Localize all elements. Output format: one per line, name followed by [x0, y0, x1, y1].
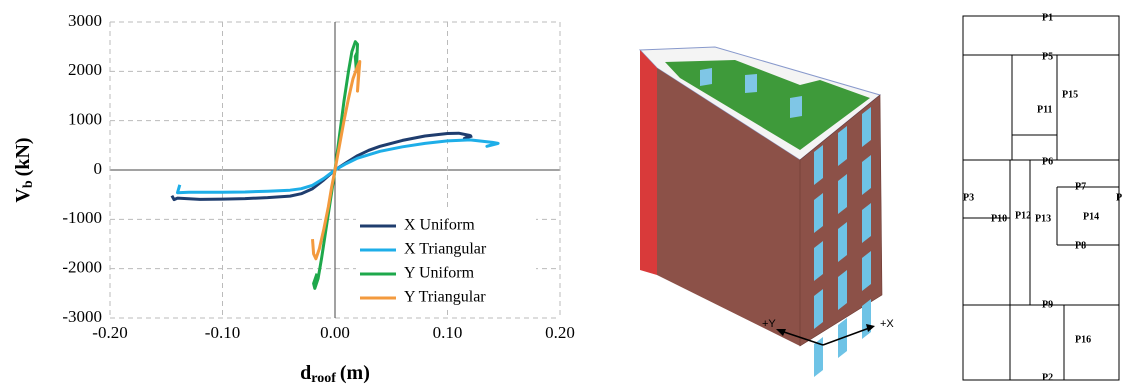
- plan-label: P14: [1083, 211, 1099, 222]
- legend-label: X Triangular: [404, 241, 487, 258]
- plan-label: P15: [1062, 89, 1078, 100]
- building-model: +Y +X: [640, 47, 894, 377]
- figure: droof(m) Vb(kN) +Y +X P1P5P15P11P: [0, 0, 1122, 385]
- plan-label: P8: [1075, 240, 1086, 251]
- window: [838, 270, 847, 310]
- y-tick-label: 1000: [68, 110, 102, 129]
- y-axis-title: Vb (kN): [12, 137, 37, 202]
- y-tick-label: 0: [94, 159, 103, 178]
- x-tick-label: 0.10: [433, 323, 463, 342]
- window: [814, 289, 823, 329]
- x-tick-label: -0.20: [92, 323, 127, 342]
- page: droof(m) Vb(kN) +Y +X P1P5P15P11P: [0, 0, 1122, 390]
- window: [862, 203, 871, 243]
- y-unit: (kN): [12, 137, 34, 176]
- plan-label: P11: [1037, 104, 1053, 115]
- plan-label: P12: [1015, 210, 1031, 221]
- plan-labels: P1 P5 P15 P11 P6 P7 P3 P4 P10 P12 P13 P14 P8 P9 P16 P2: [963, 12, 1122, 383]
- y-tick-label: -1000: [62, 208, 102, 227]
- side-strip: [640, 50, 657, 275]
- window: [862, 251, 871, 291]
- x-tick-label: 0.20: [545, 323, 575, 342]
- window: [814, 193, 823, 233]
- plan-label: P9: [1042, 299, 1053, 310]
- roof-box: [790, 96, 802, 118]
- x-subscript: roof: [311, 371, 336, 385]
- plan-outline: [963, 16, 1119, 380]
- plan-label: P2: [1042, 372, 1053, 383]
- x-tick-label: -0.10: [205, 323, 240, 342]
- x-unit: (m): [340, 362, 370, 384]
- window: [838, 222, 847, 262]
- legend-label: Y Triangular: [404, 289, 486, 306]
- roof-box: [700, 68, 712, 86]
- floor-plan: [963, 16, 1119, 380]
- window: [838, 126, 847, 166]
- window: [838, 174, 847, 214]
- plan-label: P1: [1042, 12, 1053, 23]
- plan-label: P16: [1075, 334, 1091, 345]
- axis-label: +Y: [762, 318, 776, 330]
- window: [862, 299, 871, 339]
- window: [814, 241, 823, 281]
- y-tick-label: -2000: [62, 258, 102, 277]
- plan-label: P7: [1075, 181, 1086, 192]
- legend-label: Y Uniform: [404, 265, 475, 282]
- window: [814, 145, 823, 185]
- y-tick-label: 2000: [68, 60, 102, 79]
- x-tick-label: 0.00: [320, 323, 350, 342]
- plan-label: P6: [1042, 156, 1053, 167]
- axis-label: +X: [880, 318, 894, 330]
- y-symbol: V: [12, 188, 34, 203]
- plan-label: P5: [1042, 51, 1053, 62]
- legend-label: X Uniform: [404, 217, 475, 234]
- window: [862, 107, 871, 147]
- plan-label: P13: [1035, 213, 1051, 224]
- window: [862, 155, 871, 195]
- roof-box: [745, 74, 757, 93]
- plan-label: P4: [1116, 192, 1122, 203]
- x-axis-title: droof (m): [300, 362, 370, 385]
- plan-label: P10: [991, 213, 1007, 224]
- x-symbol: d: [300, 362, 311, 384]
- y-tick-label: 3000: [68, 11, 102, 30]
- plan-label: P3: [963, 192, 974, 203]
- y-subscript: b: [21, 180, 36, 188]
